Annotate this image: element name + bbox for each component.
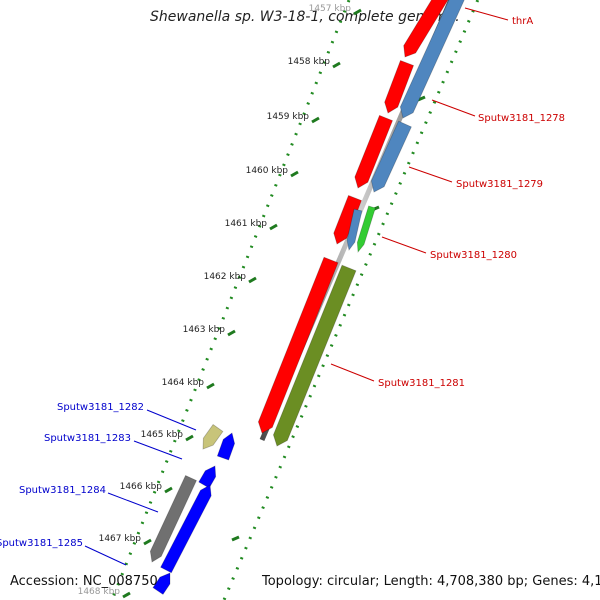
kbp-tick-mark	[227, 329, 236, 337]
cds-sputw3181-1280	[333, 194, 363, 245]
kbp-tick-mark	[353, 8, 362, 16]
gene-sputw3181-1281	[272, 264, 357, 447]
label-leader-line	[84, 545, 127, 566]
kbp-tick-mark	[332, 61, 341, 69]
kbp-tick-label: 1458 kbp	[288, 57, 331, 67]
forward-gene-label: Sputw3181_1281	[378, 378, 465, 389]
kbp-tick-mark	[248, 276, 257, 284]
forward-gene-label: Sputw3181_1278	[478, 113, 565, 124]
kbp-tick-label: 1466 kbp	[120, 482, 163, 492]
gene-sputw3181-1285-end	[152, 572, 171, 595]
gene-sputw3181-1283	[216, 432, 236, 461]
kbp-tick-mark	[206, 382, 215, 390]
kbp-tick-mark	[122, 591, 131, 599]
reverse-gene-label: Sputw3181_1283	[44, 433, 131, 444]
kbp-tick-mark	[290, 170, 299, 178]
label-leader-line	[107, 492, 159, 513]
cds-sputw3181-1279	[354, 114, 394, 189]
forward-gene-label: Sputw3181_1279	[456, 179, 543, 190]
map-title: Shewanella sp. W3-18-1, complete genome.	[150, 9, 460, 25]
outer-dotted-ring	[222, 0, 480, 600]
kbp-tick-mark	[269, 223, 278, 231]
kbp-tick-label: 1461 kbp	[225, 219, 268, 229]
kbp-tick-label: 1465 kbp	[141, 430, 184, 440]
label-leader-line	[464, 7, 509, 21]
cds-thrA	[403, 0, 449, 58]
kbp-tick-label: 1457 kbp	[309, 4, 352, 14]
forward-gene-label: thrA	[512, 16, 533, 27]
gene-sputw3181-1285	[160, 484, 212, 574]
outer-ring-tick	[417, 95, 426, 102]
label-leader-line	[408, 166, 453, 183]
genome-summary: Topology: circular; Length: 4,708,380 bp…	[262, 574, 600, 589]
kbp-tick-mark	[185, 434, 194, 442]
gene-sputw3181-1280-blue	[346, 208, 363, 251]
kbp-tick-mark	[311, 116, 320, 124]
label-leader-line	[146, 409, 197, 431]
kbp-tick-mark	[164, 486, 173, 494]
cds-sputw3181-1281	[257, 256, 339, 434]
accession-text: Accession: NC_008750	[10, 574, 158, 589]
cds-sputw3181-1278	[384, 59, 415, 114]
kbp-tick-label: 1464 kbp	[162, 378, 205, 388]
kbp-tick-label: 1460 kbp	[246, 166, 289, 176]
gene-sputw3181-1284-upper	[198, 465, 217, 489]
kbp-ticks: 1457 kbp 1458 kbp 1459 kbp 1460 kbp 1461 kbp…	[78, 4, 426, 599]
reverse-gene-label: Sputw3181_1285	[0, 538, 83, 549]
kbp-tick-label: 1459 kbp	[267, 112, 310, 122]
gene-thrA	[399, 0, 465, 119]
forward-gene-label: Sputw3181_1280	[430, 250, 517, 261]
reverse-gene-label: Sputw3181_1282	[57, 402, 144, 413]
kbp-tick-label: 1468 kbp	[78, 587, 121, 597]
gene-sputw3181-1279	[370, 120, 412, 193]
label-leader-line	[431, 99, 476, 117]
kbp-tick-mark	[143, 538, 152, 546]
label-leader-line	[133, 440, 183, 460]
gene-sputw3181-1280-green	[356, 205, 376, 254]
label-leader-line	[381, 236, 427, 254]
gene-track	[149, 0, 465, 595]
kbp-tick-label: 1463 kbp	[183, 325, 226, 335]
label-leader-line	[330, 363, 375, 382]
gene-sputw3181-1282	[202, 423, 224, 450]
gene-labels: thrA Sputw3181_1278 Sputw3181_1279 Sputw318…	[0, 7, 565, 566]
outer-ring-tick	[231, 535, 240, 542]
kbp-tick-label: 1467 kbp	[99, 534, 142, 544]
gene-sputw3181-1284	[149, 474, 197, 563]
reverse-gene-label: Sputw3181_1284	[19, 485, 106, 496]
kbp-tick-label: 1462 kbp	[204, 272, 247, 282]
